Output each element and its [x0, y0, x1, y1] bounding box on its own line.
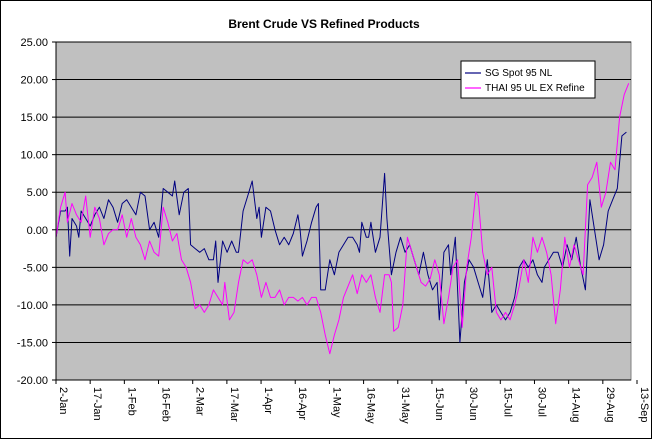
- x-axis-ticks: 2-Jan 17-Jan 1-Feb 16-Feb 2-Mar 17-Mar 1-Apr 16…: [55, 380, 650, 424]
- x-tick-label: 31-May: [399, 387, 411, 424]
- y-tick-label: 10.00: [20, 150, 48, 162]
- y-tick-label: -5.00: [23, 262, 48, 274]
- x-tick-label: 30-Jun: [467, 387, 479, 421]
- x-tick-label: 29-Aug: [604, 387, 616, 422]
- x-tick-label: 2-Mar: [194, 387, 206, 416]
- legend: SG Spot 95 NL THAI 95 UL EX Refine: [460, 60, 596, 99]
- x-tick-label: 17-Mar: [228, 387, 240, 422]
- x-tick-label: 1-Apr: [262, 387, 274, 414]
- x-tick-label: 15-Jul: [501, 387, 513, 417]
- x-tick-label: 1-Feb: [125, 387, 137, 416]
- y-tick-label: -15.00: [17, 337, 48, 349]
- y-tick-label: 20.00: [20, 75, 48, 87]
- y-tick-label: 15.00: [20, 112, 48, 124]
- x-tick-label: 1-May: [330, 387, 342, 418]
- x-tick-label: 15-Jun: [433, 387, 445, 421]
- legend-label-thai-95: THAI 95 UL EX Refine: [485, 83, 585, 94]
- y-tick-label: 25.00: [20, 37, 48, 49]
- x-tick-label: 16-Feb: [160, 387, 172, 422]
- x-tick-label: 30-Jul: [535, 387, 547, 417]
- y-tick-label: 0.00: [27, 225, 48, 237]
- series-lines: [55, 83, 630, 355]
- x-tick-label: 16-Apr: [296, 387, 308, 420]
- chart-title: Brent Crude VS Refined Products: [228, 17, 420, 31]
- x-tick-label: 2-Jan: [57, 387, 69, 415]
- y-tick-label: -10.00: [17, 300, 48, 312]
- legend-label-sg-spot: SG Spot 95 NL: [485, 68, 553, 79]
- x-tick-label: 17-Jan: [91, 387, 103, 421]
- y-axis-ticks: 25.00 20.00 15.00 10.00 5.00 0.00 -5.00 -10.00 -…: [17, 37, 56, 387]
- x-tick-label: 16-May: [365, 387, 377, 424]
- x-tick-label: 13-Sep: [638, 387, 650, 422]
- x-tick-label: 14-Aug: [570, 387, 582, 422]
- y-tick-label: -20.00: [17, 375, 48, 387]
- y-tick-label: 5.00: [27, 187, 48, 199]
- legend-box: [460, 60, 596, 99]
- thai-95-ul-ex-refine-line: [55, 83, 630, 355]
